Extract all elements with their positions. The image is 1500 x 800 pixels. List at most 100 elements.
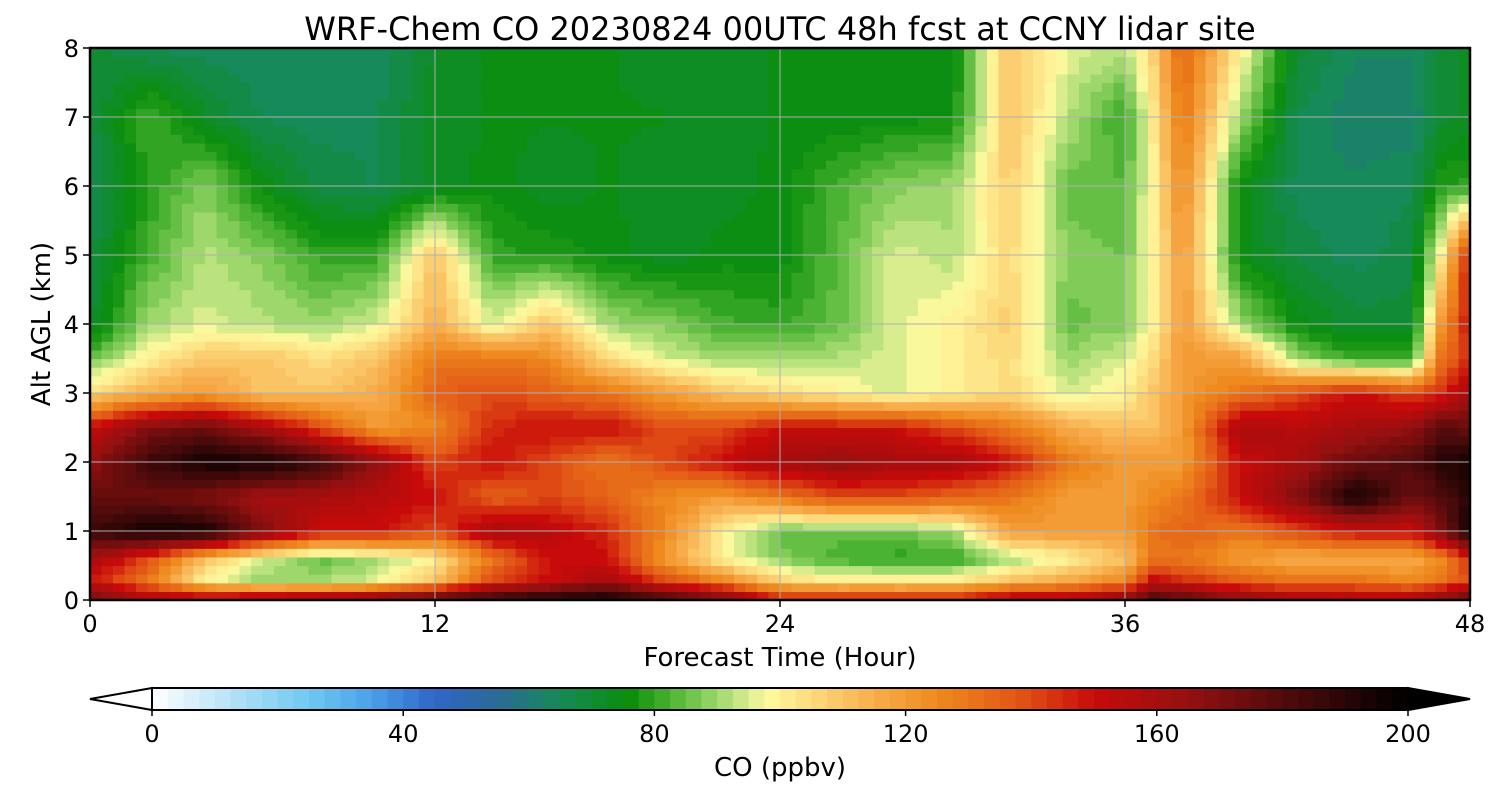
heatmap-cell [780,332,793,342]
heatmap-cell [941,56,954,66]
heatmap-cell [619,479,632,489]
heatmap-cell [113,556,126,567]
heatmap-cell [262,168,275,178]
heatmap-cell [826,246,839,256]
heatmap-cell [941,444,954,454]
heatmap-cell [952,125,965,135]
heatmap-cell [101,237,114,247]
heatmap-cell [550,401,563,411]
heatmap-cell [918,384,931,394]
heatmap-cell [423,427,436,437]
heatmap-cell [791,462,804,472]
heatmap-cell [469,470,482,480]
heatmap-cell [883,470,896,480]
heatmap-cell [653,194,666,204]
heatmap-cell [492,229,505,239]
heatmap-cell [561,289,574,299]
heatmap-cell [722,332,735,342]
heatmap-cell [113,539,126,549]
heatmap-cell [435,341,448,351]
heatmap-cell [239,306,252,316]
heatmap-cell [803,117,816,127]
heatmap-cell [262,453,275,463]
heatmap-cell [193,142,206,153]
heatmap-cell [515,384,528,394]
heatmap-cell [975,203,988,213]
heatmap-cell [423,539,436,549]
heatmap-cell [906,160,919,170]
heatmap-cell [975,272,988,282]
heatmap-cell [607,401,620,411]
heatmap-cell [193,565,206,575]
heatmap-cell [320,125,333,135]
heatmap-cell [435,186,448,196]
heatmap-cell [550,160,563,170]
heatmap-cell [446,427,459,437]
heatmap-cell [136,556,149,567]
heatmap-cell [768,108,781,118]
heatmap-cell [216,125,229,135]
heatmap-cell [619,56,632,66]
heatmap-cell [906,358,919,368]
heatmap-cell [665,565,678,575]
heatmap-cell [665,108,678,118]
heatmap-cell [814,99,827,109]
heatmap-cell [561,125,574,135]
heatmap-cell [469,134,482,144]
heatmap-cell [630,48,643,58]
heatmap-cell [734,531,747,541]
heatmap-cell [768,56,781,66]
heatmap-cell [308,108,321,118]
heatmap-cell [952,444,965,454]
heatmap-cell [734,65,747,75]
heatmap-cell [90,539,103,549]
heatmap-cell [653,470,666,480]
heatmap-cell [389,556,402,567]
heatmap-cell [515,470,528,480]
heatmap-cell [90,177,103,187]
heatmap-cell [745,91,758,101]
heatmap-cell [481,556,494,567]
heatmap-cell [446,479,459,489]
heatmap-cell [688,332,701,342]
heatmap-cell [343,349,356,360]
heatmap-cell [952,574,965,584]
heatmap-cell [297,73,310,84]
heatmap-cell [768,220,781,230]
heatmap-cell [423,177,436,187]
heatmap-cell [653,436,666,446]
heatmap-cell [423,99,436,109]
heatmap-cell [320,211,333,222]
heatmap-cell [642,272,655,282]
heatmap-cell [377,229,390,239]
heatmap-cell [814,418,827,429]
heatmap-cell [343,229,356,239]
heatmap-cell [596,332,609,342]
heatmap-cell [331,539,344,549]
heatmap-cell [665,324,678,334]
heatmap-cell [607,358,620,368]
heatmap-cell [688,211,701,222]
heatmap-cell [101,401,114,411]
heatmap-cell [596,186,609,196]
heatmap-cell [837,142,850,153]
heatmap-cell [366,548,379,558]
heatmap-cell [642,194,655,204]
heatmap-cell [113,496,126,506]
heatmap-cell [182,548,195,558]
heatmap-cell [699,436,712,446]
heatmap-cell [423,117,436,127]
heatmap-cell [860,393,873,403]
heatmap-cell [688,436,701,446]
heatmap-cell [136,487,149,498]
heatmap-cell [285,332,298,342]
heatmap-cell [216,436,229,446]
heatmap-cell [228,186,241,196]
heatmap-cell [412,427,425,437]
heatmap-cell [170,117,183,127]
heatmap-cell [274,341,287,351]
heatmap-cell [101,91,114,101]
heatmap-cell [331,418,344,429]
heatmap-cell [975,505,988,515]
heatmap-cell [159,203,172,213]
